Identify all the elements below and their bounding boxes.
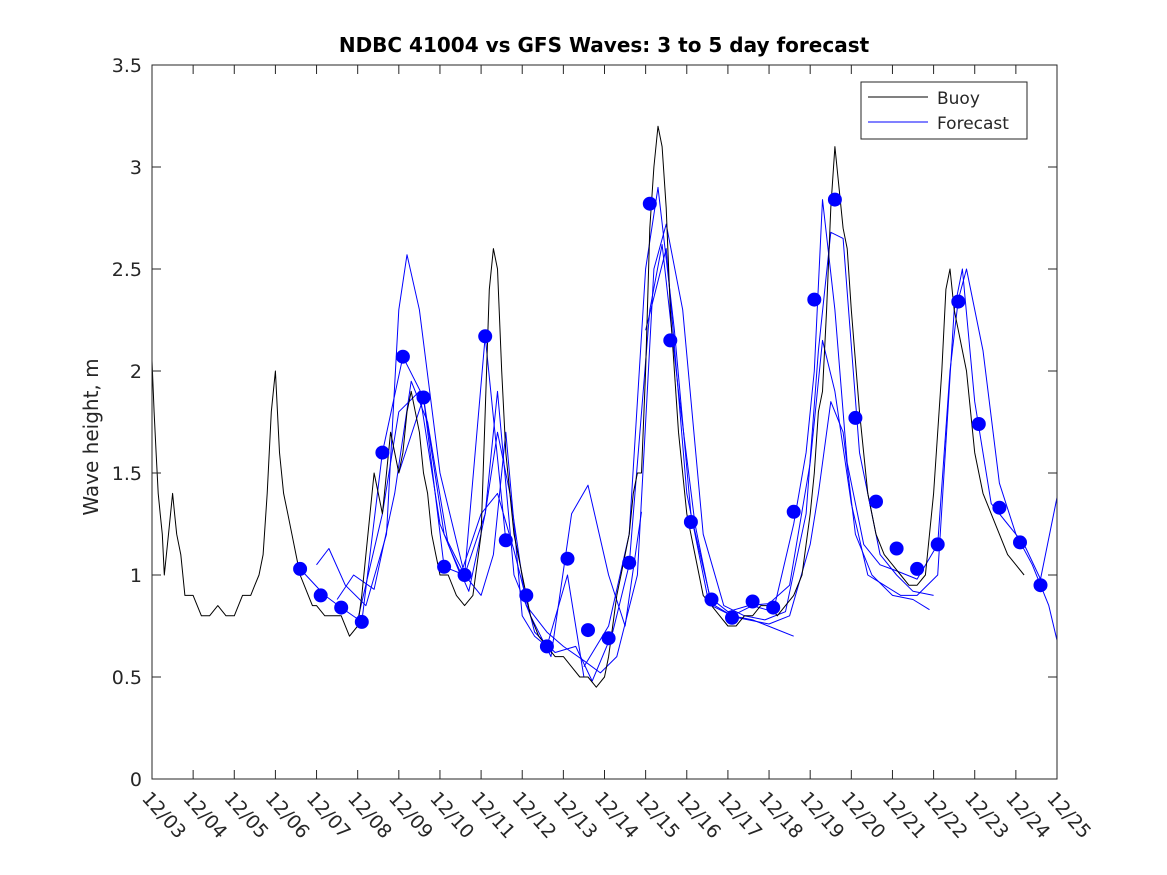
- y-tick-label: 3.5: [112, 55, 142, 77]
- forecast-marker: [457, 568, 472, 582]
- x-tick-label: 12/25: [1042, 788, 1095, 843]
- y-tick-label: 2: [130, 361, 142, 383]
- forecast-marker: [293, 561, 308, 576]
- forecast-marker: [581, 623, 595, 638]
- forecast-marker: [910, 561, 925, 576]
- forecast-marker: [827, 192, 842, 207]
- forecast-line-6: [583, 186, 1058, 668]
- x-tick-label: 12/11: [466, 788, 519, 843]
- axes-box: [151, 64, 1058, 780]
- forecast-marker: [395, 349, 410, 364]
- forecast-marker: [683, 515, 698, 529]
- x-tick-label: 12/16: [672, 788, 725, 843]
- forecast-marker: [848, 410, 863, 425]
- buoy-line: [151, 125, 1025, 688]
- forecast-marker: [560, 551, 575, 566]
- x-tick-label: 12/15: [631, 788, 684, 843]
- legend-forecast-label: Forecast: [937, 114, 1009, 134]
- x-tick-label: 12/20: [837, 788, 890, 843]
- x-tick-label: 12/12: [507, 788, 560, 843]
- forecast-marker: [539, 639, 554, 654]
- x-tick-label: 12/19: [795, 788, 848, 843]
- forecast-marker: [786, 504, 801, 519]
- forecast-marker: [416, 390, 431, 405]
- legend-buoy-label: Buoy: [937, 89, 980, 109]
- x-tick-label: 12/05: [220, 788, 273, 843]
- forecast-line-5: [398, 223, 934, 674]
- x-tick-label: 12/03: [137, 788, 190, 843]
- forecast-marker: [663, 333, 678, 348]
- x-tick-label: 12/04: [178, 788, 231, 843]
- forecast-marker: [334, 600, 349, 615]
- y-axis-label: Wave height, m: [79, 358, 103, 515]
- chart-title: NDBC 41004 vs GFS Waves: 3 to 5 day fore…: [339, 33, 870, 57]
- x-tick-label: 12/10: [425, 788, 478, 843]
- forecast-line-8: [727, 401, 930, 625]
- x-tick-label: 12/22: [919, 788, 972, 843]
- forecast-line-7: [645, 248, 1058, 613]
- forecast-line-4: [357, 244, 794, 682]
- forecast-marker: [869, 494, 883, 509]
- forecast-marker: [642, 196, 657, 211]
- forecast-marker: [354, 614, 369, 629]
- legend-box: [860, 81, 1028, 140]
- y-tick-label: 3: [130, 157, 142, 179]
- forecast-line-2: [316, 254, 585, 678]
- x-tick-label: 12/18: [754, 788, 807, 843]
- forecast-marker: [498, 533, 513, 548]
- forecast-marker: [622, 555, 637, 570]
- y-tick-label: 0: [130, 769, 142, 791]
- x-tick-label: 12/09: [384, 788, 437, 843]
- forecast-marker: [992, 500, 1007, 515]
- forecast-marker: [519, 588, 534, 603]
- forecast-marker: [704, 592, 719, 607]
- forecast-marker: [930, 537, 945, 552]
- y-tick-label: 1: [130, 565, 142, 587]
- forecast-marker: [766, 600, 781, 615]
- x-tick-label: 12/17: [713, 788, 766, 843]
- x-tick-label: 12/23: [960, 788, 1013, 843]
- forecast-marker: [1013, 535, 1027, 550]
- x-tick-label: 12/08: [343, 788, 396, 843]
- forecast-marker: [1033, 578, 1048, 593]
- forecast-marker: [375, 445, 390, 460]
- forecast-marker: [971, 417, 986, 431]
- forecast-marker: [807, 292, 822, 307]
- forecast-marker: [889, 541, 904, 556]
- plot-area: [151, 125, 1058, 688]
- x-tick-label: 12/06: [261, 788, 314, 843]
- x-tick-label: 12/13: [549, 788, 602, 843]
- forecast-marker: [313, 588, 328, 603]
- legend: Buoy Forecast: [860, 81, 1028, 140]
- forecast-marker: [601, 631, 616, 646]
- forecast-marker: [437, 559, 452, 574]
- y-tick-label: 0.5: [112, 667, 142, 689]
- forecast-marker: [745, 594, 760, 609]
- x-tick-label: 12/21: [878, 788, 931, 843]
- y-tick-label: 2.5: [112, 259, 142, 281]
- x-tick-label: 12/07: [302, 788, 355, 843]
- x-tick-label: 12/14: [590, 788, 643, 843]
- forecast-marker: [478, 329, 493, 344]
- x-tick-label: 12/24: [1001, 788, 1054, 843]
- y-tick-label: 1.5: [112, 463, 142, 485]
- axis-ticks: 00.511.522.533.512/0312/0412/0512/0612/0…: [112, 55, 1095, 843]
- forecast-marker: [725, 610, 739, 625]
- forecast-marker: [951, 294, 966, 309]
- forecast-line-3: [336, 380, 642, 658]
